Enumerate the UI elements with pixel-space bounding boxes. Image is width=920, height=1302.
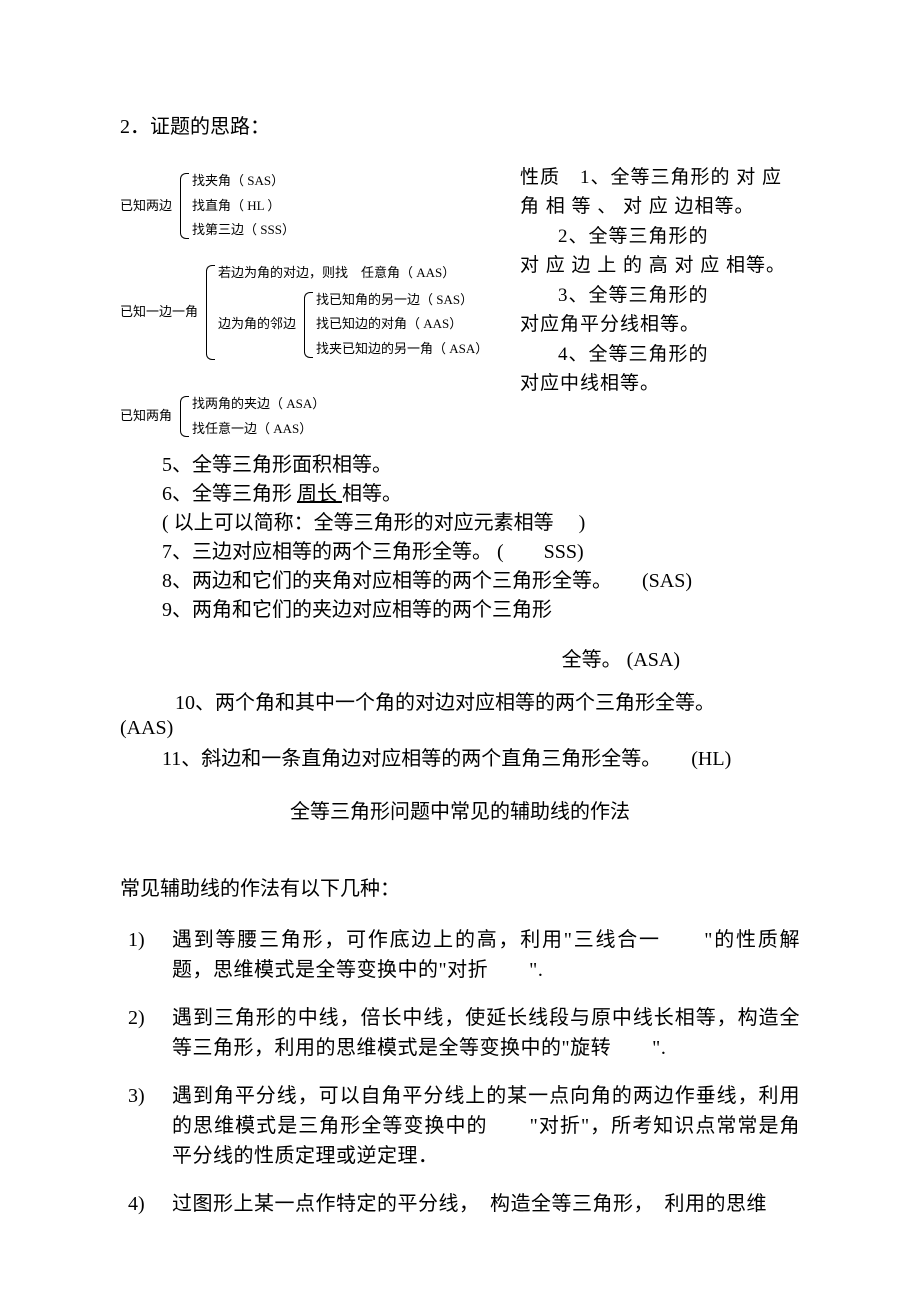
brace: 找夹角（ SAS） 找直角（ HL ） 找第三边（ SSS） [178, 169, 295, 243]
tree-line: 找直角（ HL ） [192, 194, 295, 219]
list-row: 6、全等三角形 周长 相等。 [162, 480, 800, 509]
tree-label: 边为角的邻边 [218, 312, 296, 337]
subheading: 全等三角形问题中常见的辅助线的作法 [120, 795, 800, 824]
item-body: 遇到三角形的中线，倍长中线，使延长线段与原中线长相等，构造全等三角形，利用的思维… [172, 1003, 800, 1063]
brace: 若边为角的对边，则找 任意角（ AAS） 边为角的邻边 找已知角的另一边（ SA… [204, 261, 488, 364]
numbered-item: 3) 遇到角平分线，可以自角平分线上的某一点向角的两边作垂线，利用的思维模式是三… [128, 1081, 800, 1171]
tree-group-1: 已知两边 找夹角（ SAS） 找直角（ HL ） 找第三边（ SSS） [120, 169, 500, 243]
brace: 找已知角的另一边（ SAS） 找已知边的对角（ AAS） 找夹已知边的另一角（ … [302, 288, 488, 362]
proof-tree: 已知两边 找夹角（ SAS） 找直角（ HL ） 找第三边（ SSS） 已知一边… [120, 163, 500, 441]
prop-text-inner: 2、全等三角形的 [558, 226, 709, 247]
item-number: 4) [128, 1189, 172, 1219]
text-part: 6、全等三角形 [162, 483, 297, 505]
prop-text: 对应角平分线相等。 [520, 314, 700, 335]
properties-list: 5、全等三角形面积相等。 6、全等三角形 周长 相等。 ( 以上可以简称：全等三… [162, 451, 800, 625]
tree-line: 找第三边（ SSS） [192, 218, 295, 243]
nested-group: 边为角的邻边 找已知角的另一边（ SAS） 找已知边的对角（ AAS） 找夹已知… [218, 288, 488, 362]
prop-text: 对 应 边 上 的 高 对 应 相等。 [520, 255, 786, 276]
tree-line: 找夹角（ SAS） [192, 169, 295, 194]
item-number: 2) [128, 1003, 172, 1063]
perimeter-link[interactable]: 周长 [297, 483, 342, 505]
tree-group-3: 已知两角 找两角的夹边（ ASA） 找任意一边（ AAS） [120, 392, 500, 441]
tree-label: 已知两边 [120, 194, 172, 219]
item-body: 过图形上某一点作特定的平分线， 构造全等三角形， 利用的思维 [172, 1189, 800, 1219]
list-row: 8、两边和它们的夹角对应相等的两个三角形全等。 (SAS) [162, 567, 800, 596]
rule-11: 11、斜边和一条直角边对应相等的两个直角三角形全等。 (HL) [162, 742, 800, 771]
numbered-item: 2) 遇到三角形的中线，倍长中线，使延长线段与原中线长相等，构造全等三角形，利用… [128, 1003, 800, 1063]
tree-line: 若边为角的对边，则找 任意角（ AAS） [218, 261, 488, 286]
properties-column: 性质 1、全等三角形的 对 应 角 相 等 、 对 应 边相等。 2、全等三角形… [520, 163, 800, 441]
item-body: 遇到角平分线，可以自角平分线上的某一点向角的两边作垂线，利用的思维模式是三角形全… [172, 1081, 800, 1171]
list-row: 5、全等三角形面积相等。 [162, 451, 800, 480]
tree-line: 找任意一边（ AAS） [192, 417, 325, 442]
tree-group-2: 已知一边一角 若边为角的对边，则找 任意角（ AAS） 边为角的邻边 找已知角的… [120, 261, 500, 364]
prop-text-inner: 4、全等三角形的 [558, 344, 709, 365]
rule-10: 10、两个角和其中一个角的对边对应相等的两个三角形全等。 [175, 686, 800, 715]
asa-line: 全等。 (ASA) [120, 643, 680, 672]
prop-text-inner: 3、全等三角形的 [558, 285, 709, 306]
prop-text: 性质 1、全等三角形的 [520, 167, 731, 188]
tree-line: 找已知边的对角（ AAS） [316, 312, 488, 337]
tree-label: 已知一边一角 [120, 300, 198, 325]
section-heading: 2．证题的思路： [120, 110, 800, 139]
aas-tag: (AAS) [120, 717, 800, 740]
list-row: 7、三边对应相等的两个三角形全等。 ( SSS) [162, 538, 800, 567]
brace: 找两角的夹边（ ASA） 找任意一边（ AAS） [178, 392, 325, 441]
list-row: 9、两角和它们的夹边对应相等的两个三角形 [162, 596, 800, 625]
intro-paragraph: 常见辅助线的作法有以下几种： [120, 872, 800, 901]
tree-line: 找夹已知边的另一角（ ASA） [316, 337, 488, 362]
prop-text: 4、全等三角形的 [520, 340, 800, 369]
list-row: ( 以上可以简称：全等三角形的对应元素相等 ) [162, 509, 800, 538]
tree-line: 找已知角的另一边（ SAS） [316, 288, 488, 313]
item-number: 1) [128, 925, 172, 985]
numbered-item: 1) 遇到等腰三角形，可作底边上的高，利用"三线合一 "的性质解题，思维模式是全… [128, 925, 800, 985]
item-body: 遇到等腰三角形，可作底边上的高，利用"三线合一 "的性质解题，思维模式是全等变换… [172, 925, 800, 985]
two-column-block: 已知两边 找夹角（ SAS） 找直角（ HL ） 找第三边（ SSS） 已知一边… [120, 163, 800, 441]
tree-line: 找两角的夹边（ ASA） [192, 392, 325, 417]
text-part: 相等。 [342, 483, 402, 505]
prop-text: 2、全等三角形的 [520, 222, 800, 251]
item-number: 3) [128, 1081, 172, 1171]
tree-label: 已知两角 [120, 404, 172, 429]
prop-text: 3、全等三角形的 [520, 281, 800, 310]
numbered-item: 4) 过图形上某一点作特定的平分线， 构造全等三角形， 利用的思维 [128, 1189, 800, 1219]
document-page: 2．证题的思路： 已知两边 找夹角（ SAS） 找直角（ HL ） 找第三边（ … [0, 0, 920, 1297]
prop-text: 对应中线相等。 [520, 373, 660, 394]
